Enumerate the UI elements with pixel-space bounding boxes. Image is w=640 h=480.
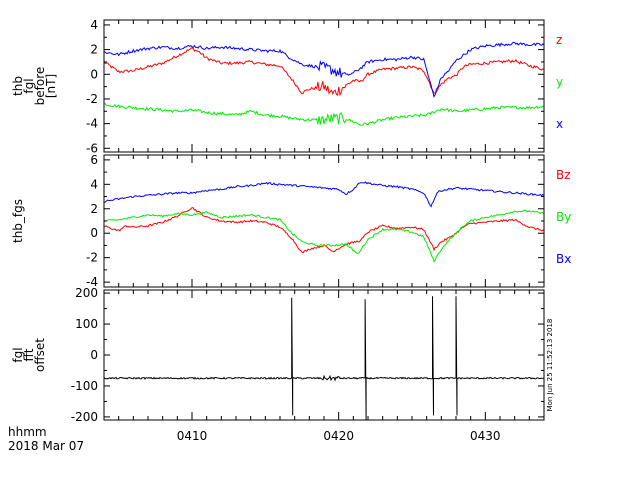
x-tick-label: 0410 (177, 429, 208, 443)
series-line-1-2 (104, 103, 544, 126)
y-axis-label: fgl (22, 78, 36, 93)
x-axis-label-unit: hhmm (8, 425, 47, 439)
y-axis-label: before (33, 67, 47, 106)
y-tick-label: 2 (90, 43, 98, 57)
y-tick-label: -4 (86, 275, 98, 289)
y-axis-label: fgl (11, 347, 25, 362)
y-tick-label: 6 (90, 153, 98, 167)
legend-label-1-2: y (556, 75, 563, 89)
legend-label-2-1: Bz (556, 168, 571, 182)
y-tick-label: 0 (90, 67, 98, 81)
y-tick-label: -4 (86, 117, 98, 131)
panel-frame (103, 19, 545, 153)
y-tick-label: -200 (71, 410, 98, 424)
series-line-2-1 (104, 207, 544, 254)
y-tick-label: -6 (86, 141, 98, 155)
timestamp-side-label: Mon Jun 25 11:52:13 2018 (546, 319, 554, 412)
panel-2: Bz By Bx -4 -2 0 2 4 6 thb_fgs (11, 153, 571, 289)
x-axis-label-date: 2018 Mar 07 (8, 439, 84, 453)
y-tick-label: 200 (75, 286, 98, 300)
legend-label-1-1: z (556, 33, 562, 47)
y-tick-label: 0 (90, 226, 98, 240)
y-axis-label: offset (33, 338, 47, 372)
series-line-2-2 (104, 209, 544, 263)
y-tick-label: 4 (90, 18, 98, 32)
y-tick-label: -2 (86, 251, 98, 265)
y-tick-label: -2 (86, 92, 98, 106)
x-tick-label: 0430 (470, 429, 501, 443)
series-line-1-3 (104, 41, 544, 98)
legend-label-2-3: Bx (556, 252, 571, 266)
panel-frame (103, 154, 545, 288)
y-tick-label: 0 (90, 348, 98, 362)
series-line-1-1 (104, 47, 544, 97)
series-line-2-3 (104, 181, 544, 208)
y-axis-label: thb_fgs (11, 199, 25, 243)
panel-frame (103, 289, 545, 421)
y-tick-label: -100 (71, 379, 98, 393)
y-axis-label: fft (22, 348, 36, 361)
legend-label-2-2: By (556, 210, 571, 224)
y-tick-label: 100 (75, 317, 98, 331)
x-tick-label: 0420 (323, 429, 354, 443)
y-tick-label: 4 (90, 177, 98, 191)
y-tick-label: 2 (90, 202, 98, 216)
y-axis-label: [nT] (44, 74, 58, 98)
series-line-3-1 (104, 296, 544, 420)
y-axis-label: thb (11, 76, 25, 96)
legend-label-1-3: x (556, 117, 563, 131)
panels: zyx-6-4-2024thbfglbefore[nT]BzByBx-4-202… (11, 18, 571, 443)
